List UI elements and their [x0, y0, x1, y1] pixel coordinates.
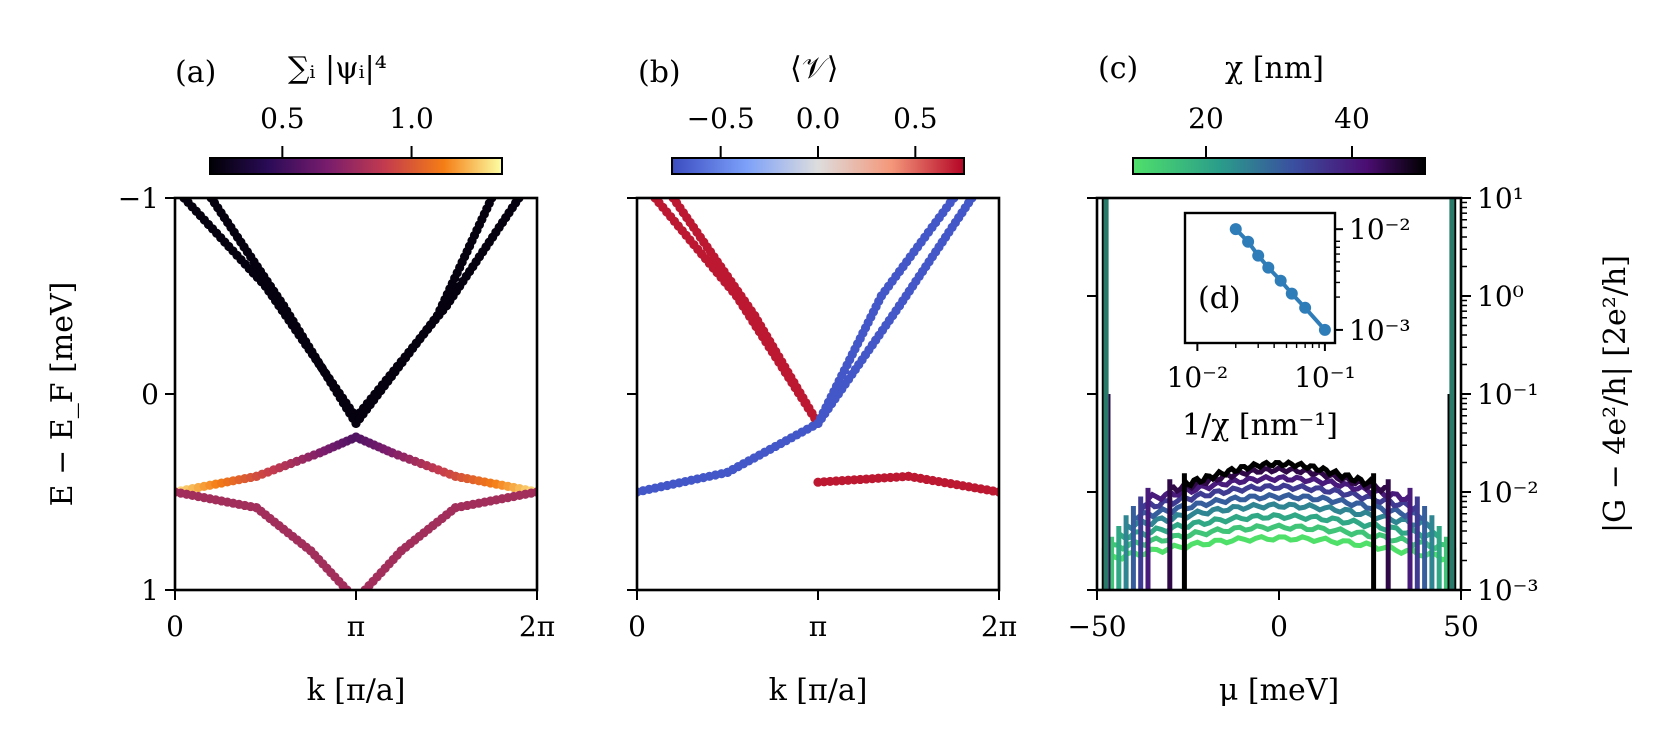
conductance-curve	[1124, 501, 1434, 532]
panel-c-axes: −50 0 50 10¹ 10⁰ 10⁻¹ 10⁻² 10⁻³	[1067, 182, 1538, 643]
inset-y-tick-label: 10⁻²	[1349, 213, 1411, 246]
panel-a: (a) ∑ᵢ |ψᵢ|⁴ 0.5 1.0 0 π 2π−101 k [π/a] E −…	[45, 51, 555, 708]
inset-point	[1242, 235, 1255, 248]
y-tick-label: 1	[141, 574, 159, 607]
panel-b-axes: 0 π 2π	[627, 197, 1017, 643]
inset-point	[1318, 323, 1331, 336]
panel-a-bands	[175, 198, 537, 590]
colorbar-tick-label: 0.5	[893, 102, 938, 135]
panel-a-ylabel: E − E_F [meV]	[45, 282, 80, 507]
x-tick-label: π	[347, 610, 365, 643]
inset-point	[1274, 274, 1287, 287]
y-tick-label: −1	[118, 182, 159, 215]
y-tick-label: 10⁰	[1477, 280, 1524, 313]
panel-a-colorbar-label: ∑ᵢ |ψᵢ|⁴	[288, 51, 387, 86]
panel-d-plot: 10⁻² 10⁻¹ 10⁻² 10⁻³	[1167, 213, 1411, 394]
inset-point	[1285, 287, 1298, 300]
x-tick-label: 2π	[981, 610, 1017, 643]
panel-b-bands	[637, 198, 999, 497]
panel-c-ylabel: |G − 4e²/h| [2e²/h]	[1598, 255, 1633, 533]
panel-c-label: (c)	[1098, 51, 1138, 86]
panel-a-axes: 0 π 2π−101	[118, 182, 555, 643]
y-tick-label: 0	[141, 378, 159, 411]
band-point	[813, 418, 823, 428]
panel-c-colorbar-ticks: 20 40	[1188, 102, 1370, 158]
x-tick-label: 0	[1270, 610, 1288, 643]
panel-a-colorbar-ticks: 0.5 1.0	[260, 102, 434, 158]
panel-d-xlabel: 1/χ [nm⁻¹]	[1182, 408, 1338, 443]
panel-b-frame	[635, 196, 1001, 592]
x-tick-label: 2π	[519, 610, 555, 643]
colorbar-tick-label: −0.5	[687, 102, 755, 135]
colorbar-tick-label: 0.0	[796, 102, 841, 135]
panel-a-colorbar	[209, 157, 503, 175]
panel-b-colorbar-label: ⟨𝒱⟩	[790, 51, 838, 86]
panel-a-label: (a)	[175, 55, 216, 90]
inset-point	[1262, 261, 1275, 274]
conductance-curve	[1169, 464, 1389, 495]
panel-b: (b) ⟨𝒱⟩ −0.5 0.0 0.5 0 π 2π k [π/a]	[627, 51, 1017, 708]
panel-b-colorbar	[671, 157, 965, 175]
x-tick-label: 50	[1443, 610, 1479, 643]
panel-b-colorbar-ticks: −0.5 0.0 0.5	[687, 102, 938, 158]
y-tick-label: 10⁻³	[1477, 574, 1539, 607]
inset-point	[1229, 223, 1242, 236]
panel-c-colorbar-label: χ [nm]	[1225, 51, 1324, 86]
inset-x-tick-label: 10⁻²	[1167, 361, 1229, 394]
inset-point	[1299, 301, 1312, 314]
panel-c-curves	[1101, 198, 1457, 590]
y-tick-label: 10¹	[1477, 182, 1524, 215]
panel-d-inset: (d) 10⁻² 10⁻¹ 10⁻² 10⁻³ 1/χ [nm⁻¹]	[1167, 211, 1411, 443]
x-tick-label: −50	[1067, 610, 1126, 643]
x-tick-label: 0	[166, 610, 184, 643]
panel-b-xlabel: k [π/a]	[769, 673, 868, 708]
inset-x-tick-label: 10⁻¹	[1294, 361, 1356, 394]
panel-b-label: (b)	[638, 55, 681, 90]
colorbar-tick-label: 1.0	[389, 102, 434, 135]
panel-a-xlabel: k [π/a]	[307, 673, 406, 708]
panel-d-frame	[1183, 211, 1337, 345]
conductance-curve	[1102, 533, 1455, 563]
y-tick-label: 10⁻¹	[1477, 378, 1539, 411]
panel-d-label: (d)	[1198, 281, 1241, 316]
colorbar-tick-label: 20	[1188, 102, 1224, 135]
x-tick-label: 0	[628, 610, 646, 643]
inset-point	[1252, 249, 1265, 262]
panel-c: (c) χ [nm] 20 40 −50 0 5010¹10⁰10⁻¹10⁻²10⁻³…	[1067, 51, 1633, 708]
colorbar-tick-label: 0.5	[260, 102, 305, 135]
inset-y-tick-label: 10⁻³	[1349, 314, 1411, 347]
y-tick-label: 10⁻²	[1477, 476, 1539, 509]
panel-c-xlabel: μ [meV]	[1219, 673, 1339, 708]
colorbar-tick-label: 40	[1334, 102, 1370, 135]
x-tick-label: π	[809, 610, 827, 643]
panel-c-colorbar	[1132, 157, 1426, 175]
conductance-curve	[1182, 459, 1376, 489]
